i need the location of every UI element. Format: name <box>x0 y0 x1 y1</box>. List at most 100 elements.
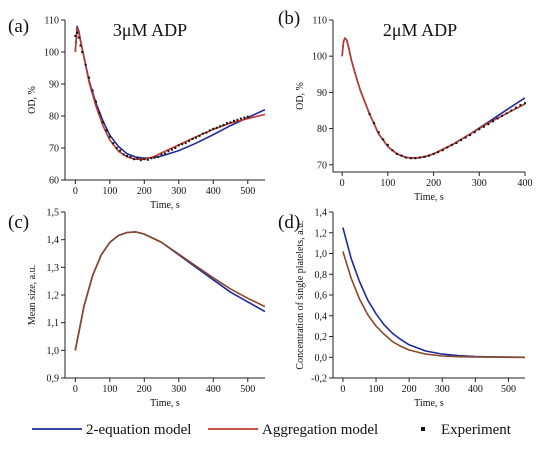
experiment-point <box>368 113 371 116</box>
experiment-point <box>170 148 173 151</box>
y-tick-label: 110 <box>44 16 59 27</box>
experiment-point <box>405 156 408 159</box>
experiment-point <box>400 154 403 157</box>
x-tick-label: 300 <box>171 384 186 395</box>
y-axis-label: OD, % <box>295 82 306 110</box>
experiment-point <box>119 149 122 152</box>
experiment-point <box>519 104 522 107</box>
y-tick-label: 1,1 <box>47 318 60 329</box>
experiment-point <box>91 89 94 92</box>
experiment-point <box>226 122 229 125</box>
y-tick-label: 1,4 <box>47 235 60 246</box>
experiment-point <box>157 155 160 158</box>
x-tick-label: 400 <box>206 186 221 197</box>
experiment-point <box>129 155 132 158</box>
y-tick-label: 80 <box>49 112 59 123</box>
experiment-point <box>174 147 177 149</box>
y-tick-label: -0,2 <box>311 374 327 385</box>
series-line-0 <box>342 227 525 359</box>
y-tick-label: 60 <box>49 176 59 187</box>
experiment-point <box>409 157 412 160</box>
experiment-point <box>501 114 504 117</box>
experiment-point <box>219 125 222 128</box>
x-tick-label: 0 <box>73 186 78 197</box>
x-tick-label: 200 <box>402 384 417 395</box>
experiment-point <box>201 132 204 135</box>
experiment-point <box>191 138 194 141</box>
experiment-point <box>105 129 108 132</box>
y-tick-label: 80 <box>317 124 327 135</box>
series-line-0 <box>341 37 525 159</box>
experiment-point <box>487 123 490 126</box>
legend-marker <box>421 427 425 431</box>
series-line-0 <box>74 231 265 351</box>
experiment-point <box>373 122 376 125</box>
x-tick-label: 400 <box>206 384 221 395</box>
y-tick-label: 0,8 <box>315 270 328 281</box>
y-tick-label: 0,4 <box>315 311 328 322</box>
x-tick-label: 500 <box>240 384 255 395</box>
experiment-point <box>153 156 156 159</box>
y-axis-label: Mean size, a.u. <box>27 265 38 325</box>
experiment-point <box>239 117 242 120</box>
panel-label: (c) <box>8 212 29 233</box>
experiment-point <box>382 138 385 141</box>
x-axis-label: Time, s <box>414 192 444 203</box>
experiment-point <box>482 125 485 128</box>
experiment-point <box>492 120 494 123</box>
experiment-point <box>208 129 211 132</box>
panel-label: (b) <box>278 8 300 29</box>
experiment-point <box>164 152 166 155</box>
y-tick-label: 0,9 <box>47 374 60 385</box>
experiment-point <box>432 152 435 155</box>
x-axis-label: Time, s <box>150 200 180 211</box>
experiment-point <box>386 143 389 146</box>
experiment-point <box>446 146 449 149</box>
experiment-point <box>74 35 77 37</box>
experiment-point <box>160 153 163 156</box>
y-tick-label: 0,0 <box>315 353 328 364</box>
experiment-point <box>76 31 79 34</box>
panel-title: 2μM ADP <box>383 20 457 40</box>
panel-0: 0 100 200 300 400 500 60 70 80 90 100 110 Time, s OD,… <box>8 16 265 211</box>
y-tick-label: 70 <box>49 144 59 155</box>
experiment-point <box>122 153 125 156</box>
experiment-point <box>455 142 458 145</box>
legend: 2-equation model Aggregation model Experim… <box>32 422 512 438</box>
legend-label: Experiment <box>441 422 512 438</box>
experiment-point <box>126 155 129 157</box>
panel-1: 0 100 200 300 400 70 80 90 100 110 Time, s OD, % (b)… <box>278 8 533 203</box>
panel-label: (d) <box>278 212 300 233</box>
series-line-0 <box>74 25 265 159</box>
x-tick-label: 500 <box>240 186 255 197</box>
experiment-point <box>167 150 170 153</box>
experiment-point <box>514 106 517 109</box>
experiment-point <box>132 158 135 161</box>
y-tick-label: 90 <box>49 80 59 91</box>
experiment-point <box>437 151 440 154</box>
experiment-point <box>441 149 444 152</box>
experiment-point <box>88 76 91 79</box>
y-tick-label: 0,2 <box>315 332 328 343</box>
x-axis-label: Time, s <box>414 398 444 409</box>
y-tick-label: 100 <box>312 52 327 63</box>
x-tick-label: 400 <box>468 384 483 395</box>
y-tick-label: 0,6 <box>315 291 328 302</box>
x-tick-label: 200 <box>426 178 441 189</box>
x-axis-label: Time, s <box>150 398 180 409</box>
x-tick-label: 300 <box>435 384 450 395</box>
experiment-point <box>184 142 187 145</box>
panel-2: 0 100 200 300 400 500 0,9 1,0 1,1 1,2 1,3 1,4 1,5 Tim… <box>8 208 265 409</box>
experiment-point <box>215 126 218 129</box>
experiment-point <box>198 134 201 137</box>
panel-title: 3μM ADP <box>113 20 187 40</box>
x-tick-label: 400 <box>518 178 533 189</box>
x-tick-label: 200 <box>137 186 152 197</box>
experiment-point <box>243 116 246 119</box>
series-line-1 <box>341 37 525 159</box>
experiment-point <box>473 131 476 134</box>
y-tick-label: 1,3 <box>47 263 60 274</box>
y-axis-label: OD, % <box>27 86 38 114</box>
experiment-point <box>212 127 215 130</box>
